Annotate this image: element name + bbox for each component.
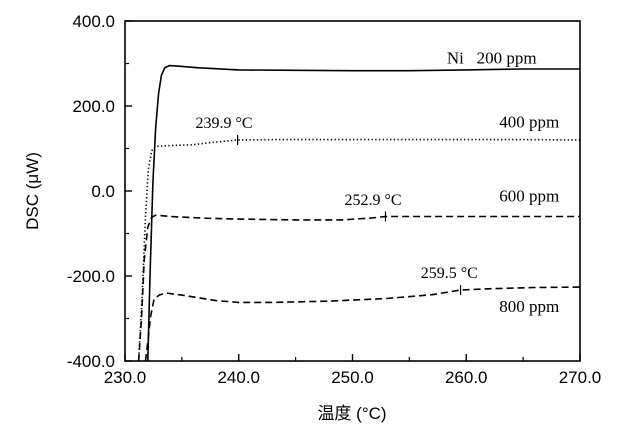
axis-ticks	[124, 20, 581, 362]
y-axis-label: DSC (μW)	[23, 152, 42, 230]
series-label: 800 ppm	[499, 297, 559, 316]
series-label: Ni 200 ppm	[447, 49, 537, 68]
x-tick-label: 260.0	[445, 368, 488, 387]
annotation-label: 239.9 °C	[196, 115, 253, 132]
axis-tick-labels: 230.0 240.0 250.0 260.0 270.0 400.0 200.0 0.0 -2…	[67, 12, 601, 387]
annotations: 239.9 °C 252.9 °C 259.5 °C	[196, 115, 478, 296]
series-line-2	[137, 138, 581, 362]
x-axis-label: 温度 (°C)	[317, 404, 386, 423]
x-tick-label: 230.0	[104, 368, 147, 387]
x-tick-label: 270.0	[559, 368, 602, 387]
series-lines	[137, 64, 581, 362]
y-tick-label: 200.0	[72, 97, 115, 116]
y-tick-label: 400.0	[72, 12, 115, 31]
series-label: 600 ppm	[499, 187, 559, 206]
series-line-1	[147, 64, 580, 362]
series-line-3	[137, 214, 580, 362]
y-tick-label: 0.0	[91, 182, 115, 201]
annotation-label: 259.5 °C	[421, 265, 478, 282]
y-tick-label: -400.0	[67, 352, 115, 371]
annotation-label: 252.9 °C	[345, 192, 402, 209]
y-tick-label: -200.0	[67, 267, 115, 286]
x-tick-label: 240.0	[217, 368, 260, 387]
series-line-4	[144, 286, 581, 362]
x-tick-label: 250.0	[331, 368, 374, 387]
series-label: 400 ppm	[499, 112, 559, 131]
series-labels: Ni 200 ppm 400 ppm 600 ppm 800 ppm	[447, 49, 559, 317]
